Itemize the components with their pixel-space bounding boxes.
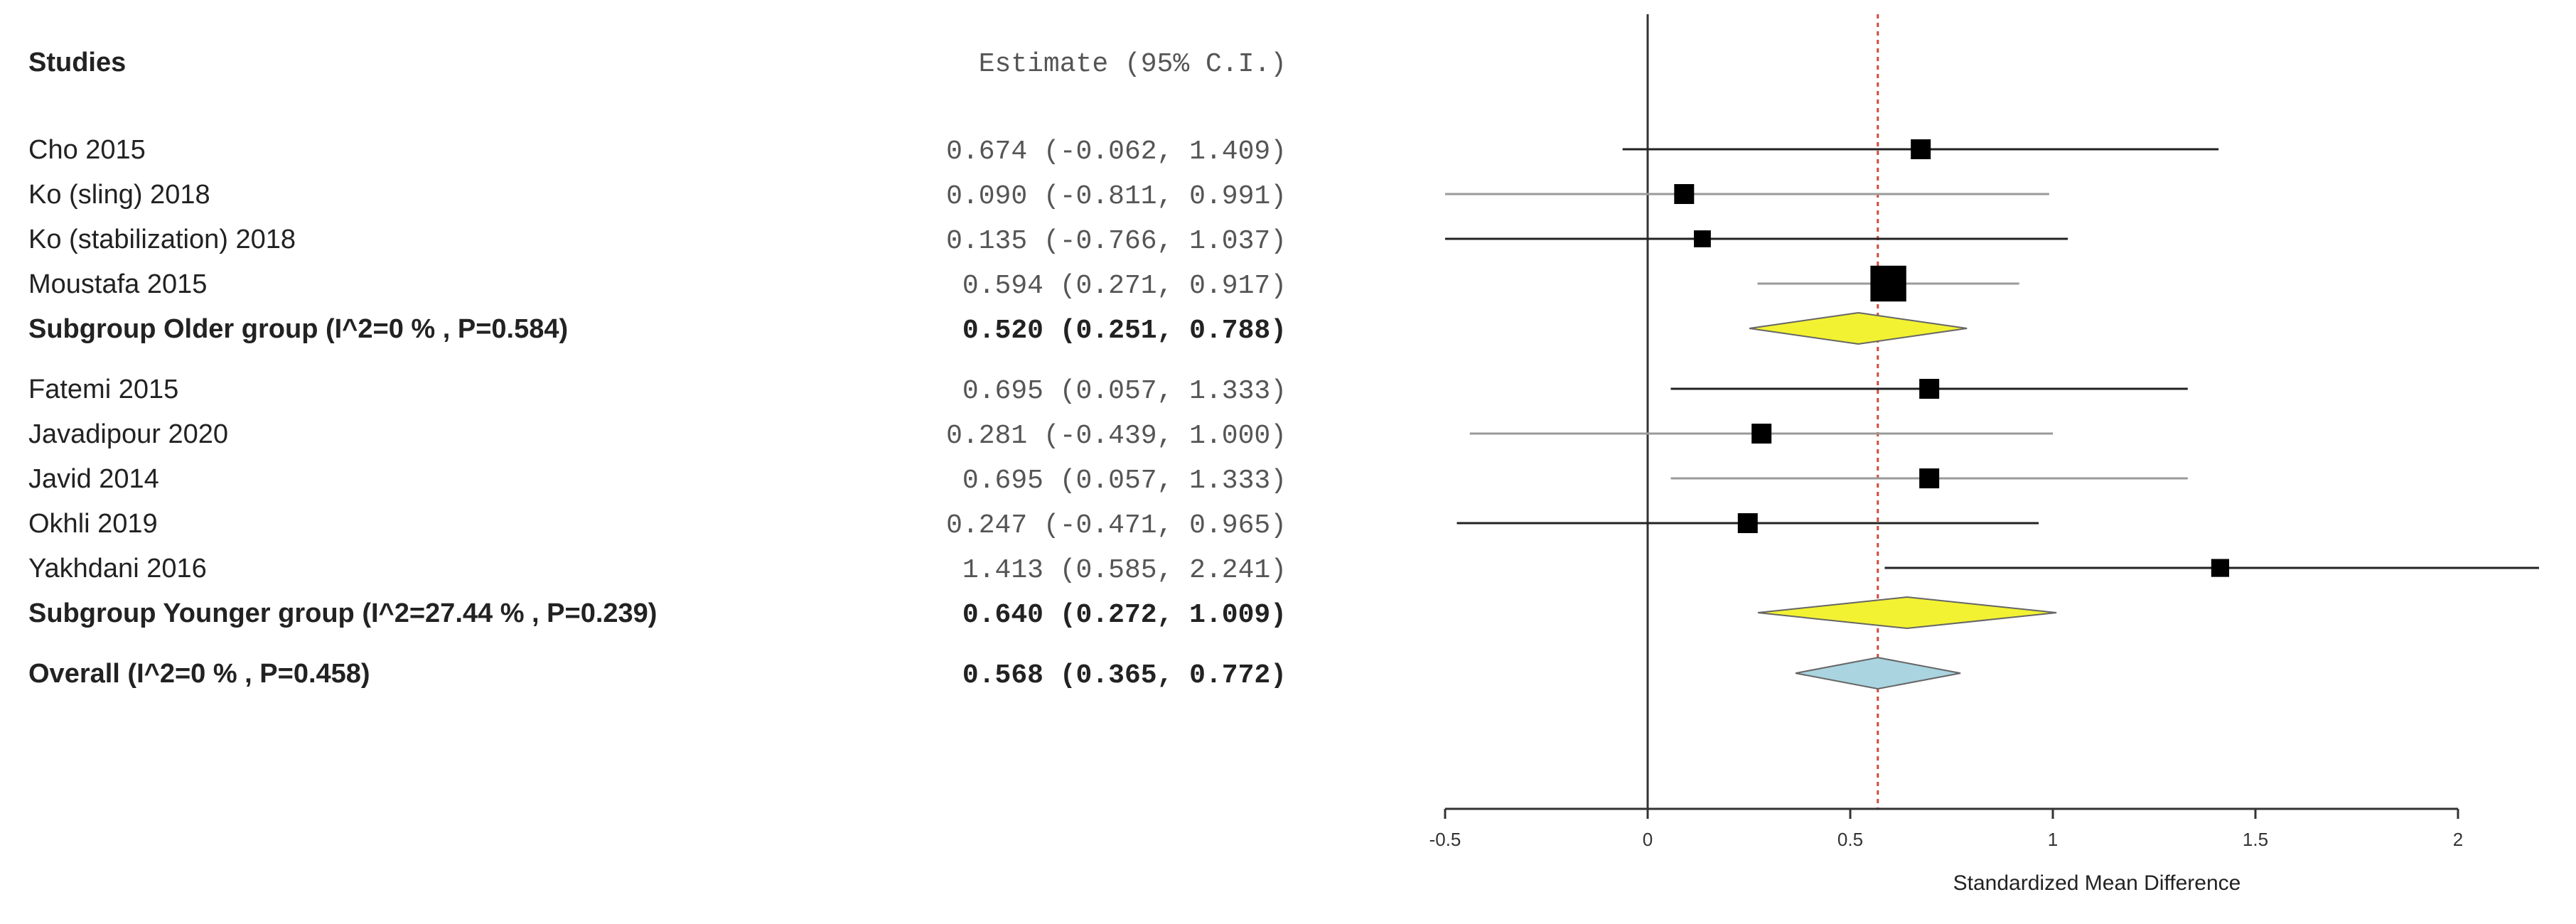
- study-point: [1919, 379, 1940, 399]
- overall-estimate: 0.568 (0.365, 0.772): [962, 660, 1287, 691]
- study-estimate: 0.247 (-0.471, 0.965): [946, 510, 1287, 541]
- subgroup-label: Subgroup Older group (I^2=0 % , P=0.584): [28, 314, 568, 344]
- studies-header: Studies: [28, 48, 126, 77]
- study-point: [1737, 513, 1758, 534]
- study-point: [1919, 468, 1940, 489]
- study-point: [1751, 424, 1772, 444]
- x-axis-label: Standardized Mean Difference: [1953, 871, 2241, 895]
- study-label: Ko (sling) 2018: [28, 180, 210, 210]
- x-tick-label: 0: [1643, 829, 1653, 850]
- study-estimate: 0.594 (0.271, 0.917): [962, 271, 1287, 301]
- study-point: [1870, 265, 1906, 302]
- plot-marks: [1445, 139, 2539, 690]
- study-table: Studies Estimate (95% C.I.) Cho 2015 0.67…: [28, 48, 1287, 691]
- study-label: Javid 2014: [28, 464, 159, 494]
- x-tick-label: 0.5: [1837, 829, 1863, 850]
- study-label: Javadipour 2020: [28, 419, 228, 449]
- study-label: Yakhdani 2016: [28, 554, 207, 584]
- x-tick-label: 1.5: [2243, 829, 2268, 850]
- study-estimate: 0.695 (0.057, 1.333): [962, 466, 1287, 496]
- study-label: Moustafa 2015: [28, 269, 207, 299]
- subgroup-label: Subgroup Younger group (I^2=27.44 % , P=…: [28, 598, 657, 628]
- subgroup-diamond: [1757, 596, 2057, 630]
- plot-axes: -0.5 0 0.5 1 1.5 2: [1429, 14, 2463, 850]
- study-estimate: 1.413 (0.585, 2.241): [962, 555, 1287, 586]
- x-tick-label: 2: [2453, 829, 2463, 850]
- study-label: Cho 2015: [28, 135, 146, 165]
- overall-label: Overall (I^2=0 % , P=0.458): [28, 659, 370, 689]
- study-label: Okhli 2019: [28, 509, 158, 539]
- subgroup-estimate: 0.520 (0.251, 0.788): [962, 316, 1287, 346]
- x-tick-label: 1: [2048, 829, 2058, 850]
- study-estimate: 0.695 (0.057, 1.333): [962, 376, 1287, 407]
- study-point: [1674, 184, 1695, 204]
- estimate-header: Estimate (95% C.I.): [979, 49, 1287, 80]
- study-point: [2211, 559, 2230, 577]
- study-label: Ko (stabilization) 2018: [28, 225, 296, 254]
- study-estimate: 0.090 (-0.811, 0.991): [946, 181, 1287, 212]
- study-point: [1911, 139, 1931, 159]
- study-estimate: 0.674 (-0.062, 1.409): [946, 136, 1287, 167]
- overall-diamond: [1795, 657, 1961, 690]
- subgroup-diamond: [1749, 311, 1968, 345]
- study-estimate: 0.135 (-0.766, 1.037): [946, 226, 1287, 257]
- x-tick-label: -0.5: [1429, 829, 1461, 850]
- subgroup-estimate: 0.640 (0.272, 1.009): [962, 600, 1287, 630]
- study-point: [1694, 230, 1711, 247]
- study-label: Fatemi 2015: [28, 375, 178, 404]
- study-estimate: 0.281 (-0.439, 1.000): [946, 421, 1287, 451]
